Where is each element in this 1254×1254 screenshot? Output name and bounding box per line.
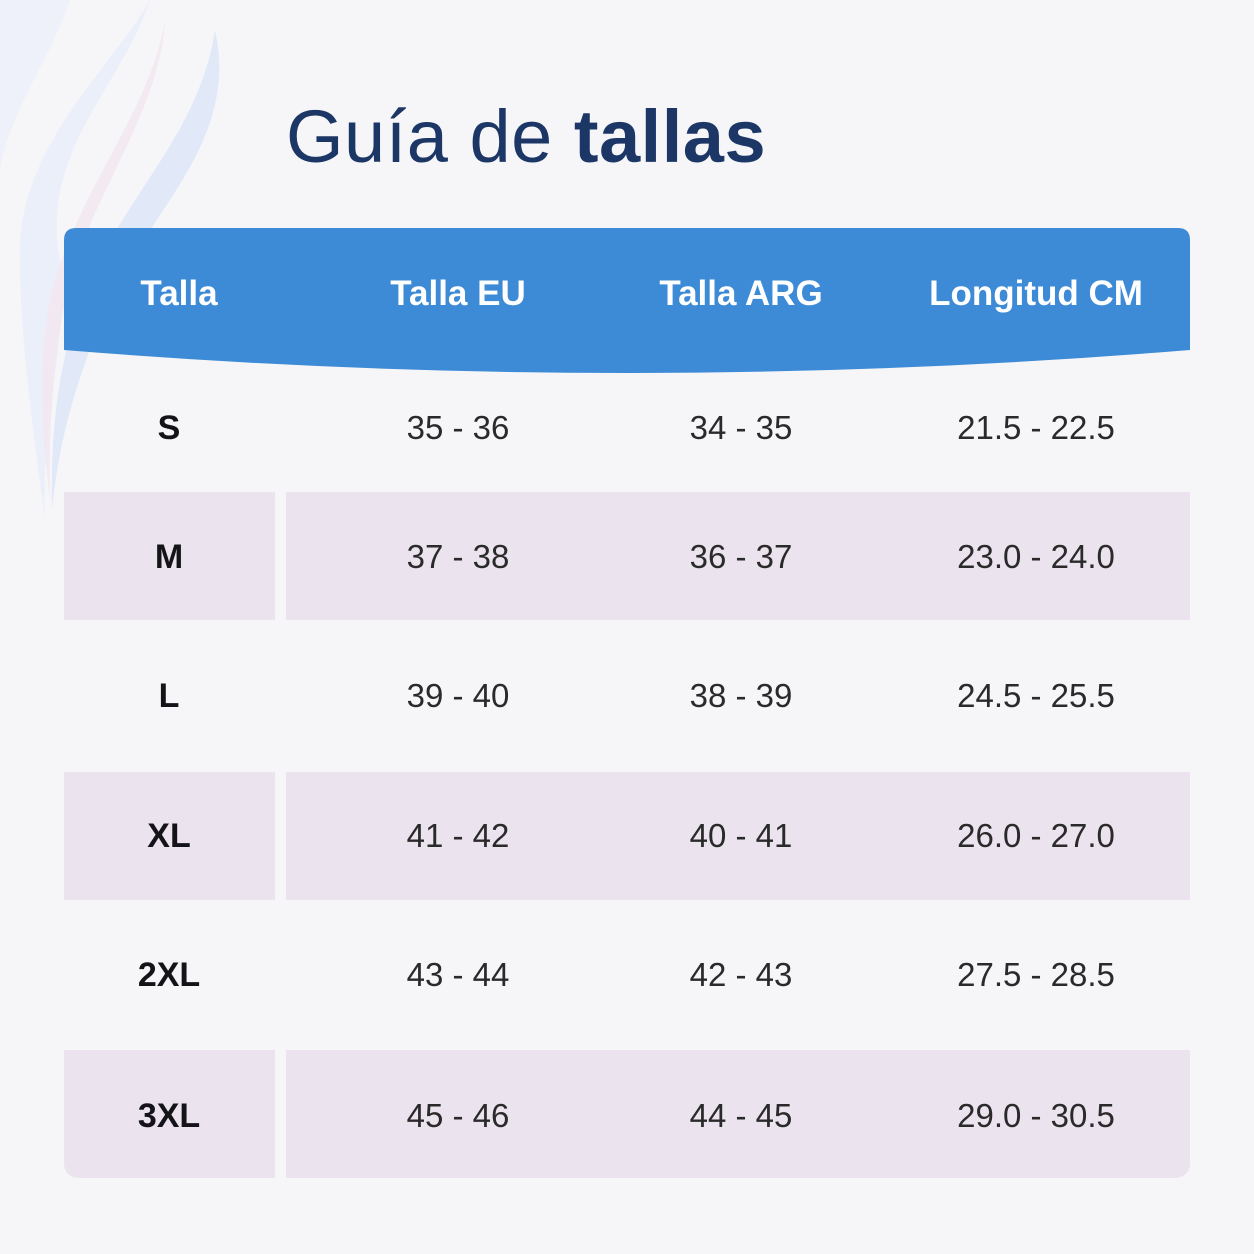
size-label: 2XL [137, 956, 201, 994]
title-light: Guía de [286, 95, 553, 178]
table-cell: 24.5 - 25.5 [957, 677, 1115, 714]
table-cell: 44 - 45 [689, 1097, 793, 1134]
table-cell: 26.0 - 27.0 [957, 817, 1115, 854]
table-cell: 39 - 40 [406, 677, 510, 714]
table-cell: 34 - 35 [689, 409, 793, 446]
row-stripe-size-cell [64, 1050, 275, 1178]
row-stripe-values [286, 772, 1190, 900]
row-stripe-values [286, 1050, 1190, 1178]
title-bold: tallas [573, 95, 767, 178]
size-label: XL [147, 817, 191, 855]
header-shape [64, 228, 1190, 373]
table-cell: 38 - 39 [689, 677, 793, 714]
table-cell: 23.0 - 24.0 [957, 538, 1115, 575]
size-label: 3XL [137, 1097, 201, 1135]
row-stripe-size-cell [64, 772, 275, 900]
size-label: M [154, 538, 184, 576]
table-cell: 35 - 36 [406, 409, 510, 446]
table-cell: 41 - 42 [406, 817, 510, 854]
table-cell: 37 - 38 [406, 538, 510, 575]
column-header: Talla [140, 274, 218, 313]
table-cell: 21.5 - 22.5 [957, 409, 1115, 446]
table-cell: 27.5 - 28.5 [957, 956, 1115, 993]
table-cell: 29.0 - 30.5 [957, 1097, 1115, 1134]
column-header: Longitud CM [929, 274, 1143, 313]
table-cell: 40 - 41 [689, 817, 793, 854]
row-stripe-values [286, 492, 1190, 620]
size-label: S [157, 409, 181, 447]
page-title: Guía de tallas [286, 92, 766, 182]
row-stripe-size-cell [64, 492, 275, 620]
table-cell: 36 - 37 [689, 538, 793, 575]
size-label: L [158, 677, 180, 715]
table-cell: 42 - 43 [689, 956, 793, 993]
table-header-band [64, 228, 1190, 378]
table-cell: 43 - 44 [406, 956, 510, 993]
table-cell: 45 - 46 [406, 1097, 510, 1134]
column-header: Talla ARG [659, 274, 823, 313]
column-header: Talla EU [390, 274, 526, 313]
